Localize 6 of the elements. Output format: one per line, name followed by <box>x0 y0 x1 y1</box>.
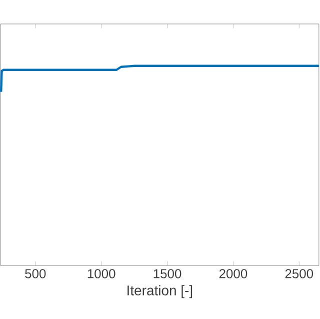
x-tick-label: 1000 <box>88 268 116 278</box>
x-tick-label: 1500 <box>154 268 182 278</box>
x-tick-label: 2000 <box>219 268 248 278</box>
x-axis-title: Iteration [-] <box>128 284 192 298</box>
x-tick-label: 500 <box>25 268 46 278</box>
x-tick-label: 2500 <box>285 268 314 278</box>
